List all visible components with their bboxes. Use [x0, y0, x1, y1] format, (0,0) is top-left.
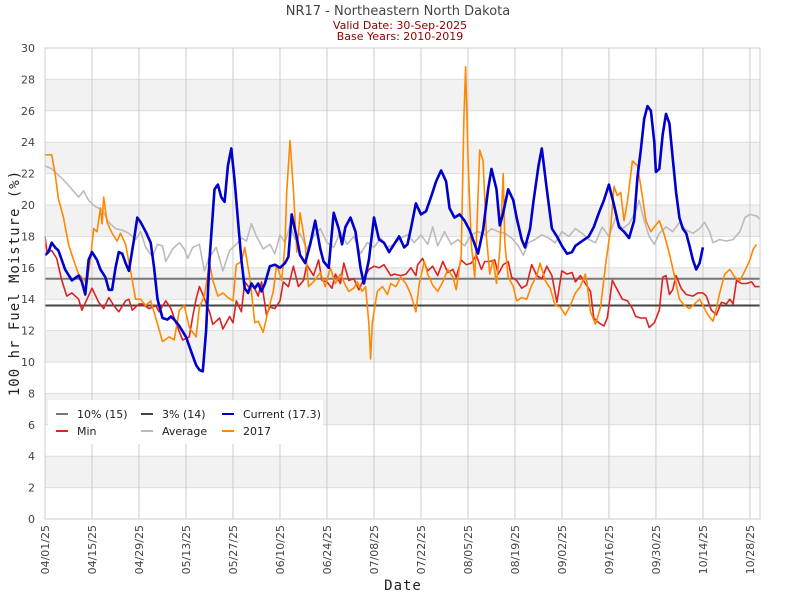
x-tick-label: 05/13/25: [180, 525, 193, 574]
y-tick-label: 10: [21, 356, 35, 369]
x-axis-label: Date: [384, 578, 422, 594]
chart-subtitle-base-years: Base Years: 2010-2019: [337, 30, 463, 43]
x-tick-label: 08/19/25: [509, 525, 522, 574]
background-band: [45, 267, 760, 300]
chart-title: NR17 - Northeastern North Dakota: [286, 4, 511, 19]
y-tick-label: 22: [21, 168, 35, 181]
x-tick-label: 04/15/25: [86, 525, 99, 574]
series-line-current-17-3: [44, 104, 705, 373]
background-band: [45, 142, 760, 174]
y-tick-label: 14: [21, 293, 35, 306]
y-tick-label: 30: [21, 42, 35, 55]
legend-label: 10% (15): [77, 408, 128, 421]
series-lines: [44, 66, 761, 373]
background-band: [45, 330, 760, 362]
series-line-2017: [45, 66, 758, 360]
chart-subtitle-valid-date: Valid Date: 30-Sep-2025: [333, 19, 467, 32]
axes: [44, 47, 761, 520]
series-line-min: [44, 236, 760, 341]
y-tick-label: 16: [21, 262, 35, 275]
y-tick-label: 24: [21, 136, 35, 149]
x-tick-label: 07/22/25: [415, 525, 428, 574]
background-band: [45, 110, 760, 143]
y-tick-label: 6: [28, 419, 35, 432]
legend-label: 2017: [243, 425, 271, 438]
legend-label: Average: [162, 425, 207, 438]
y-tick-label: 18: [21, 230, 35, 243]
legend-label: Min: [77, 425, 97, 438]
legend: 10% (15) 3% (14) Current (17.3) Min Average 2…: [48, 400, 323, 444]
legend-label: Current (17.3): [243, 408, 321, 421]
y-tick-label: 20: [21, 199, 35, 212]
x-tick-label: 09/30/25: [650, 525, 663, 574]
legend-label: 3% (14): [162, 408, 206, 421]
background-band: [45, 205, 760, 237]
x-tick-label: 06/24/25: [321, 525, 334, 574]
x-tick-labels: 04/01/25 04/15/25 04/29/25 05/13/25 05/27/25…: [39, 525, 757, 574]
background-band: [45, 456, 760, 488]
y-tick-label: 12: [21, 325, 35, 338]
y-tick-label: 4: [28, 450, 35, 463]
background-band: [45, 173, 760, 205]
background-band: [45, 487, 760, 519]
x-tick-label: 06/10/25: [274, 525, 287, 574]
x-tick-label: 09/02/25: [556, 525, 569, 574]
legend-box: [48, 400, 323, 444]
y-tick-label: 2: [28, 482, 35, 495]
x-tick-label: 07/08/25: [368, 525, 381, 574]
background-band: [45, 48, 760, 80]
x-tick-label: 10/14/25: [697, 525, 710, 574]
x-tick-label: 04/29/25: [133, 525, 146, 574]
plot-frame: [44, 47, 761, 520]
y-tick-label: 0: [28, 513, 35, 526]
y-tick-label: 28: [21, 73, 35, 86]
x-tick-label: 05/27/25: [227, 525, 240, 574]
background-band: [45, 362, 760, 394]
y-axis-label: 100 hr Fuel Moisture (%): [7, 170, 23, 396]
background-band: [45, 79, 760, 111]
x-tick-label: 09/16/25: [603, 525, 616, 574]
x-tick-label: 10/28/25: [744, 525, 757, 574]
y-tick-label: 8: [28, 387, 35, 400]
y-tick-label: 26: [21, 105, 35, 118]
x-tick-label: 04/01/25: [39, 525, 52, 574]
x-tick-label: 08/05/25: [462, 525, 475, 574]
